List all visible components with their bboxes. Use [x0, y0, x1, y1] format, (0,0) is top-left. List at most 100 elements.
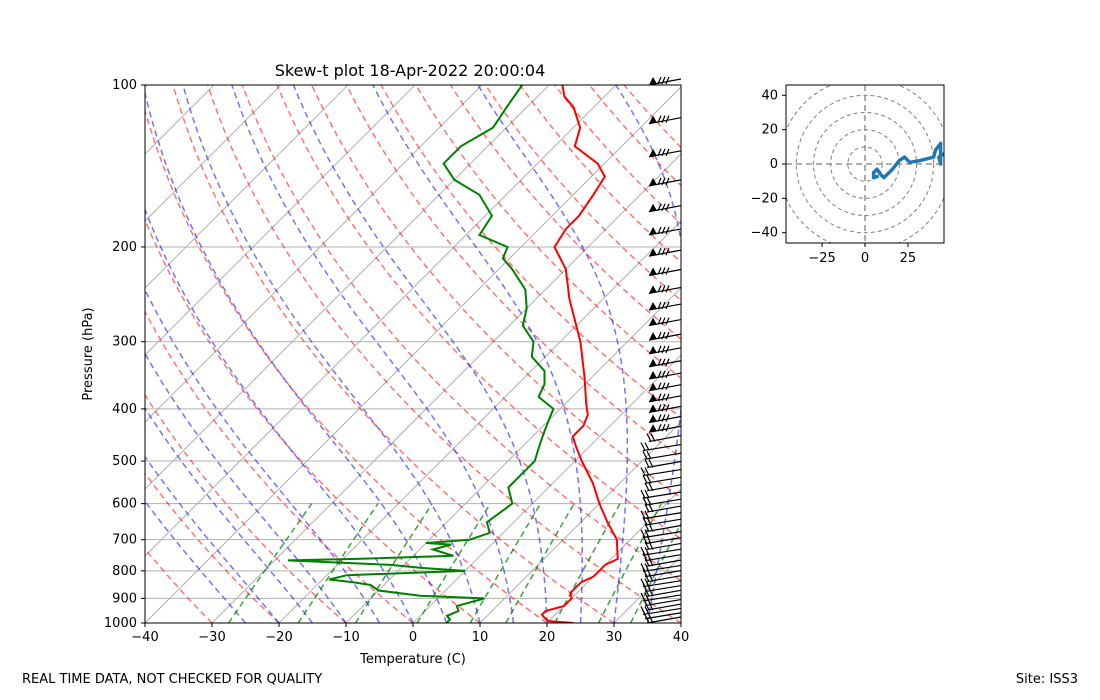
wind-barb [642, 491, 682, 499]
wind-barb-feather [648, 482, 654, 492]
isotherm-gridline [145, 85, 617, 557]
wind-barb-feather [642, 475, 648, 484]
wind-barb-flag [649, 248, 657, 257]
wind-barb-flag [649, 393, 657, 402]
isotherm-gridline [145, 85, 483, 423]
wind-barb-feather [648, 601, 654, 611]
x-tick-label: −10 [332, 630, 359, 645]
dry-adiabat [519, 85, 681, 263]
mixing-ratio-line [469, 503, 542, 623]
wind-barb-feather [657, 267, 662, 275]
y-tick-label: 900 [112, 591, 137, 606]
wind-barb-feather [661, 414, 666, 422]
wind-barb-feather [665, 203, 670, 211]
wind-barb-feather [661, 382, 666, 390]
wind-barb-flag [649, 226, 657, 235]
isotherm-gridline [145, 85, 349, 289]
dry-adiabat [415, 85, 681, 380]
wind-barb-feather [646, 450, 652, 460]
moist-adiabat [292, 85, 548, 623]
dry-adiabat [172, 85, 615, 623]
dry-adiabat [588, 85, 681, 187]
y-tick-label: 600 [112, 497, 137, 512]
moist-adiabat [145, 406, 314, 623]
skewt-gridlines [0, 85, 681, 623]
wind-barb-feather [657, 414, 662, 422]
isotherm-gridline [680, 622, 681, 623]
wind-barb-feather [661, 331, 666, 340]
x-tick-label: 20 [539, 630, 556, 645]
wind-barb-feather [657, 393, 662, 402]
wind-barb-feather [665, 358, 670, 367]
wind-barb-feather [646, 516, 652, 526]
isotherm-gridline [0, 85, 80, 623]
y-tick-label: 200 [112, 240, 137, 255]
wind-barb [642, 531, 682, 539]
hodograph-x-tick-label: 25 [900, 251, 917, 266]
hodograph-y-tick-label: −40 [751, 226, 778, 241]
x-tick-label: −20 [265, 630, 292, 645]
mixing-ratio-line [227, 503, 313, 623]
wind-barb-feather [644, 442, 650, 451]
dry-adiabat [206, 85, 681, 623]
wind-barb-flag [649, 285, 657, 294]
wind-barb-feather [665, 115, 670, 123]
wind-barb-feather [657, 345, 662, 354]
isotherm-gridline [278, 220, 681, 623]
wind-barb-feather [661, 424, 666, 432]
wind-barb-flag [649, 148, 657, 157]
hodograph-y-tick-label: 0 [770, 157, 778, 172]
wind-barb-feather [646, 496, 652, 506]
wind-barb-feather [665, 148, 670, 157]
wind-barb-feather [640, 467, 646, 476]
moist-adiabat [182, 85, 481, 623]
isotherm-gridline [145, 85, 416, 356]
wind-barb [642, 580, 682, 588]
x-tick-label: −40 [131, 630, 158, 645]
wind-barb-feather [648, 503, 654, 513]
dry-adiabat [145, 547, 213, 623]
wind-barb-feather [665, 393, 670, 402]
wind-barb-feather [661, 317, 666, 325]
hodograph-rings [786, 85, 944, 243]
mixing-ratio-line [416, 503, 492, 623]
dry-adiabat [554, 85, 681, 225]
skewt-reference-lines [145, 85, 681, 623]
wind-barb-feather [642, 535, 648, 544]
y-tick-label: 300 [112, 335, 137, 350]
moist-adiabat [477, 85, 629, 623]
y-tick-label: 1000 [104, 616, 137, 631]
wind-barb-feather [644, 503, 650, 513]
wind-barb-flag [649, 177, 657, 186]
wind-barb-feather [644, 573, 650, 582]
wind-barb-feather [640, 442, 646, 451]
wind-barb-feather [640, 510, 646, 519]
wind-barb-feather [657, 285, 662, 293]
wind-barb-flag [649, 382, 657, 391]
wind-barb-feather [644, 529, 650, 538]
wind-barb-flag [649, 424, 657, 433]
wind-barb-feather [665, 382, 670, 390]
wind-barb-feather [657, 247, 662, 256]
dry-adiabat [380, 85, 681, 419]
wind-barb-feather [640, 529, 646, 538]
wind-barb-feather [646, 433, 652, 442]
isotherm-gridline [479, 421, 681, 623]
wind-barb-feather [640, 546, 646, 556]
wind-barb-feather [661, 404, 666, 412]
x-tick-label: 30 [606, 630, 623, 645]
wind-barb-feather [657, 331, 662, 340]
isotherm-gridline [345, 287, 681, 623]
wind-barb-flag [649, 77, 657, 85]
wind-barb-feather [644, 541, 650, 550]
wind-barb-feather [648, 614, 654, 624]
wind-barb-feather [640, 489, 646, 499]
temperature-profile [540, 85, 619, 623]
dry-adiabat [145, 108, 548, 623]
wind-barb-feather [648, 459, 654, 468]
moist-adiabat [145, 455, 280, 623]
wind-barb-feather [648, 573, 654, 582]
wind-barb-feather [648, 541, 654, 550]
wind-barb-flag [649, 345, 657, 354]
